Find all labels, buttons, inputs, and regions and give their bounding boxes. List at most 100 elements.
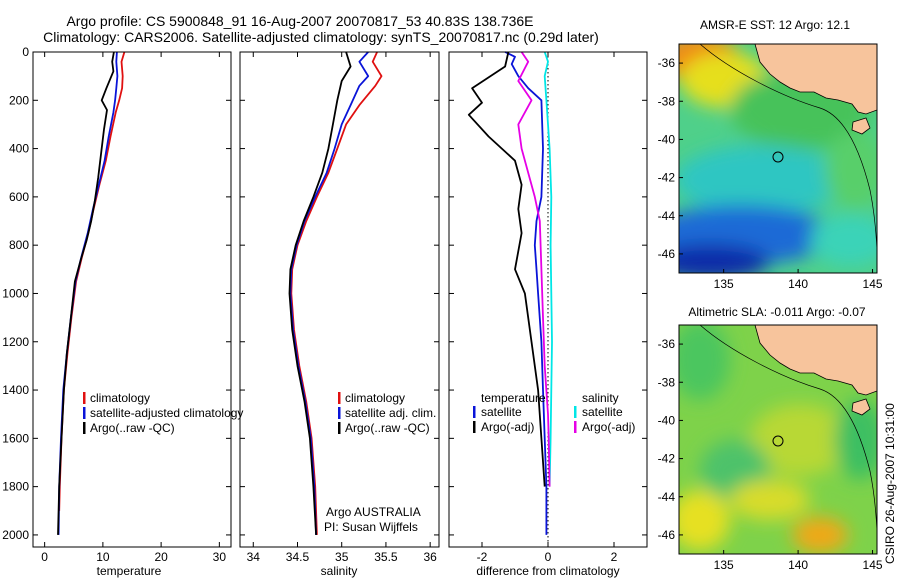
legend-label-sal-argo: Argo(-adj) <box>582 420 635 434</box>
sst-field <box>679 44 877 273</box>
series-line-argo-raw-qc- <box>57 51 115 535</box>
x-tick-label: 36 <box>423 550 437 564</box>
map-y-tick-label: -44 <box>658 209 676 223</box>
map-x-tick-label: 145 <box>863 277 883 291</box>
series-line-argo-raw-qc- <box>288 51 352 535</box>
salinity-series-group <box>288 51 383 535</box>
x-tick-label: 34.5 <box>286 550 310 564</box>
difference-panel: -2 0 2 difference from climatology tempera… <box>448 51 648 578</box>
credit-argo-australia: Argo AUSTRALIA <box>326 505 421 519</box>
map-y-tick-label: -42 <box>658 452 676 466</box>
sst-map-ticks: 135 140 145 -36 -38 -40 -42 -44 -46 <box>658 56 883 291</box>
legend-swatch-satellite <box>83 407 86 419</box>
figure-title-line2: Climatology: CARS2006. Satellite-adjuste… <box>43 29 599 45</box>
temperature-panel: 0 10 20 30 0 200 400 600 800 1000 1200 1400 1600 1800… <box>2 45 243 578</box>
legend-swatch-temp-argo <box>473 421 476 433</box>
salinity-axes-frame <box>239 51 440 548</box>
y-tick-label: 1400 <box>2 383 29 397</box>
legend-label-sal-satellite: satellite <box>582 405 623 419</box>
sla-blobs <box>679 325 877 553</box>
legend-swatch-sal-satellite <box>574 406 577 418</box>
temperature-xlabel: temperature <box>97 564 162 578</box>
sst-argo-marker <box>772 151 784 163</box>
salinity-xlabel: salinity <box>321 564 358 578</box>
x-tick-label: 35 <box>335 550 349 564</box>
salinity-panel: 34 34.5 35 35.5 36 salinity climatology sate… <box>239 51 440 578</box>
x-tick-label: -2 <box>477 550 488 564</box>
map-y-tick-label: -46 <box>658 528 676 542</box>
map-y-tick-label: -38 <box>658 94 676 108</box>
x-tick-label: 34 <box>247 550 261 564</box>
y-tick-label: 0 <box>22 45 29 59</box>
x-tick-label: 10 <box>96 550 110 564</box>
sla-blob-6 <box>835 400 877 480</box>
legend-swatch-sal-argo <box>574 421 577 433</box>
sla-map-title: Altimetric SLA: -0.011 Argo: -0.07 <box>688 305 866 319</box>
sla-shelf-contour <box>699 325 877 532</box>
map-x-tick-label: 145 <box>863 558 883 572</box>
map-x-tick-label: 135 <box>714 558 734 572</box>
sla-map-panel: Altimetric SLA: -0.011 Argo: -0.07 135 14… <box>658 305 883 572</box>
x-tick-label: 0 <box>545 550 552 564</box>
map-y-tick-label: -38 <box>658 375 676 389</box>
series-line-temperature-satellite <box>504 51 548 535</box>
legend-swatch-climatology <box>338 392 341 404</box>
credit-pi: PI: Susan Wijffels <box>324 520 418 534</box>
csiro-timestamp: CSIRO 26-Aug-2007 10:31:00 <box>883 403 897 564</box>
sla-argo-marker <box>772 435 784 447</box>
sst-land <box>754 44 877 135</box>
legend-swatch-argo <box>338 422 341 434</box>
sla-blob-1 <box>679 325 730 400</box>
y-tick-label: 600 <box>9 190 29 204</box>
y-tick-label: 1800 <box>2 480 29 494</box>
map-y-tick-label: -44 <box>658 490 676 504</box>
legend-label-climatology: climatology <box>345 391 405 405</box>
sla-map-frame <box>678 324 878 555</box>
x-tick-label: 0 <box>41 550 48 564</box>
difference-legend: temperature satellite Argo(-adj) salinit… <box>473 391 635 434</box>
legend-label-temp-satellite: satellite <box>481 405 522 419</box>
x-tick-label: 30 <box>213 550 227 564</box>
series-line-temperature-argo-adj- <box>467 51 546 487</box>
salinity-legend: climatology satellite adj. clim. Argo(..… <box>338 391 436 435</box>
y-tick-label: 1200 <box>2 335 29 349</box>
salinity-ticks: 34 34.5 35 35.5 36 <box>240 51 439 564</box>
figure-title-line1: Argo profile: CS 5900848_91 16-Aug-2007 … <box>66 13 533 29</box>
legend-label-satellite: satellite-adjusted climatology <box>90 406 243 420</box>
legend-label-salinity: salinity <box>582 391 619 405</box>
legend-swatch-argo <box>83 422 86 434</box>
legend-swatch-climatology <box>83 392 86 404</box>
series-line-climatology <box>58 51 126 511</box>
y-tick-label: 1600 <box>2 431 29 445</box>
sla-map-ticks: 135 140 145 -36 -38 -40 -42 -44 -46 <box>658 337 883 572</box>
map-y-tick-label: -40 <box>658 132 676 146</box>
sst-blob-green2 <box>825 130 877 210</box>
sla-blob-7 <box>730 480 810 520</box>
sst-map-panel: AMSR-E SST: 12 Argo: 12.1 135 140 145 -36 -3… <box>658 18 883 291</box>
legend-label-temperature: temperature <box>481 391 546 405</box>
sla-field <box>679 325 877 554</box>
x-tick-label: 35.5 <box>374 550 398 564</box>
sst-map-title: AMSR-E SST: 12 Argo: 12.1 <box>700 18 850 32</box>
difference-ticks: -2 0 2 <box>449 51 647 564</box>
sla-blob-4 <box>679 490 730 550</box>
difference-xlabel: difference from climatology <box>476 564 619 578</box>
legend-label-climatology: climatology <box>90 391 150 405</box>
series-line-salinity-satellite <box>543 51 553 487</box>
sst-blobs <box>679 44 877 273</box>
sst-shelf-contour <box>699 44 877 251</box>
series-line-climatology <box>290 51 383 535</box>
legend-label-argo: Argo(..raw -QC) <box>90 421 175 435</box>
series-line-satellite-adj-clim- <box>289 51 370 535</box>
series-line-satellite-adjusted-climatology <box>57 51 119 535</box>
y-tick-label: 800 <box>9 238 29 252</box>
legend-label-satellite: satellite adj. clim. <box>345 406 436 420</box>
sla-blob-2 <box>750 404 850 476</box>
y-tick-label: 200 <box>9 93 29 107</box>
y-tick-label: 400 <box>9 142 29 156</box>
series-line-salinity-argo-adj- <box>517 51 551 487</box>
legend-swatch-satellite <box>338 407 341 419</box>
sst-map-frame <box>678 43 878 274</box>
sst-blob-cyan <box>679 145 845 215</box>
map-y-tick-label: -42 <box>658 171 676 185</box>
